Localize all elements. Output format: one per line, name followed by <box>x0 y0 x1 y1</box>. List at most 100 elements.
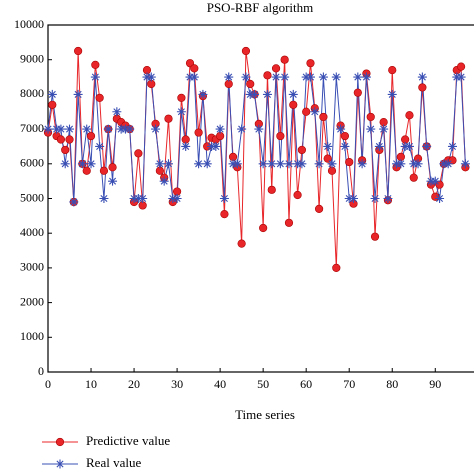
point <box>370 194 380 203</box>
point <box>314 159 324 169</box>
point <box>60 159 70 169</box>
point <box>176 107 186 117</box>
point <box>314 204 324 214</box>
point <box>340 141 350 151</box>
series-line <box>47 76 466 202</box>
y-tick-label: 0 <box>38 364 44 378</box>
point <box>262 89 272 99</box>
point <box>74 46 83 56</box>
point <box>302 107 311 116</box>
y-tick-label: 10000 <box>14 17 44 31</box>
point <box>418 83 427 92</box>
point <box>189 72 199 82</box>
x-tick-label: 50 <box>257 377 269 391</box>
point <box>460 159 470 169</box>
point <box>417 72 427 82</box>
y-tick-label: 4000 <box>20 225 44 239</box>
point <box>435 180 444 189</box>
point <box>305 72 315 82</box>
point <box>271 64 281 73</box>
point <box>163 159 173 169</box>
point <box>194 159 204 169</box>
y-tick-label: 8000 <box>20 86 44 100</box>
point <box>396 159 406 169</box>
point <box>258 159 268 169</box>
point <box>219 194 229 203</box>
point <box>134 149 143 158</box>
point <box>237 239 246 248</box>
point <box>86 131 96 141</box>
point <box>125 124 135 134</box>
point <box>224 72 234 82</box>
point <box>448 156 457 165</box>
x-tick-label: 0 <box>45 377 51 391</box>
point <box>331 72 341 82</box>
point <box>220 210 229 219</box>
point <box>90 72 100 82</box>
x-tick-label: 10 <box>85 377 97 391</box>
y-tick-label: 3000 <box>20 260 44 274</box>
point <box>310 107 320 117</box>
point <box>55 437 65 447</box>
point <box>284 159 294 169</box>
point <box>456 72 466 82</box>
point <box>56 124 66 134</box>
point <box>177 93 186 102</box>
point <box>55 459 65 469</box>
point <box>86 159 96 169</box>
point <box>47 89 57 99</box>
point <box>250 89 260 99</box>
point <box>447 141 457 151</box>
point <box>91 60 100 70</box>
point <box>138 194 148 203</box>
point <box>99 166 109 175</box>
chart-title: PSO-RBF algorithm <box>207 0 314 15</box>
point <box>267 185 276 194</box>
legend-label: Predictive value <box>86 433 170 448</box>
point <box>275 159 285 169</box>
point <box>259 223 268 233</box>
x-tick-label: 70 <box>343 377 355 391</box>
point <box>112 107 122 117</box>
point <box>82 166 91 175</box>
point <box>409 173 418 182</box>
point <box>271 72 281 82</box>
point <box>155 159 165 169</box>
point <box>65 135 74 144</box>
plot-frame <box>47 24 474 373</box>
point <box>361 72 371 82</box>
y-tick-label: 7000 <box>20 121 44 135</box>
x-tick-label: 60 <box>300 377 312 391</box>
point <box>65 124 75 134</box>
point <box>267 159 277 169</box>
point <box>289 100 298 109</box>
x-tick-label: 40 <box>214 377 226 391</box>
point <box>404 141 414 151</box>
x-tick-label: 20 <box>128 377 140 391</box>
point <box>327 159 337 169</box>
point <box>73 89 83 99</box>
point <box>345 157 354 167</box>
point <box>280 72 290 82</box>
point <box>387 89 397 99</box>
point <box>151 124 161 134</box>
point <box>61 145 70 155</box>
point <box>159 176 169 186</box>
point <box>349 194 359 203</box>
point <box>366 112 375 122</box>
point <box>353 72 363 82</box>
point <box>237 124 247 134</box>
point <box>336 124 346 134</box>
point <box>306 59 315 68</box>
point <box>284 218 294 227</box>
x-axis-label: Time series <box>235 407 295 422</box>
point <box>383 194 393 203</box>
x-tick-label: 80 <box>386 377 398 391</box>
point <box>194 128 203 137</box>
point <box>379 124 389 134</box>
point <box>435 194 445 203</box>
y-tick-label: 5000 <box>20 190 44 204</box>
x-tick-label: 90 <box>429 377 441 391</box>
point <box>82 124 92 134</box>
